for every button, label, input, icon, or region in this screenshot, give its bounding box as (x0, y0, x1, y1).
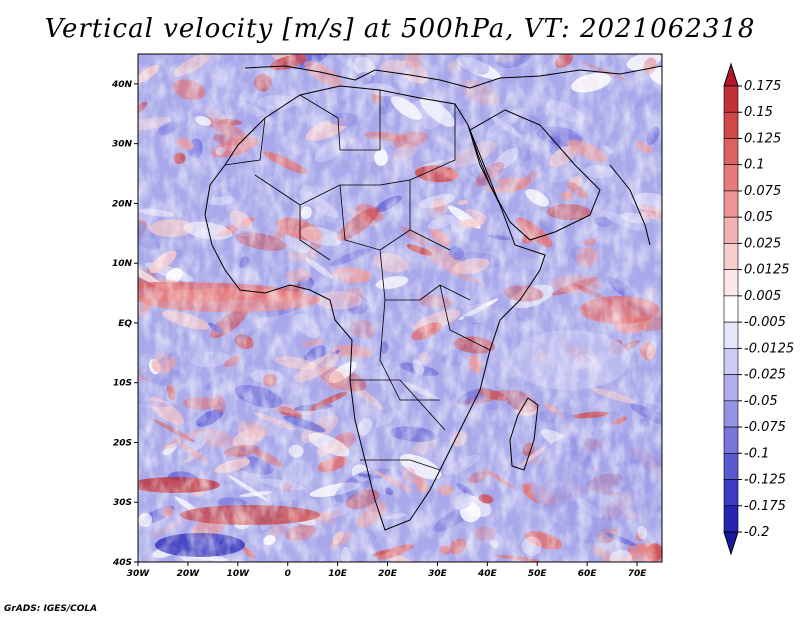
grads-footer: GrADS: IGES/COLA (4, 604, 98, 614)
colorbar-swatch (723, 269, 739, 297)
colorbar: 0.175 0.15 0.125 0.1 0.075 0.05 0.025 0.0125 0.0… (723, 62, 794, 556)
colorbar-swatch (723, 243, 739, 270)
lon-label: 10W (227, 569, 251, 579)
colorbar-swatch (723, 348, 739, 375)
colorbar-swatch (723, 138, 739, 166)
longitude-axis: 30W 20W 10W 0 10E 20E 30E 40E 50E 60E 70E (127, 562, 647, 579)
lon-label: 20E (378, 569, 398, 579)
colorbar-label: -0.075 (744, 420, 786, 435)
colorbar-swatch (723, 85, 739, 113)
colorbar-swatch (723, 216, 739, 244)
colorbar-label: 0.075 (744, 184, 781, 199)
colorbar-min-arrow (723, 531, 739, 556)
lon-label: 40E (477, 569, 498, 579)
colorbar-label: -0.0125 (744, 341, 794, 356)
colorbar-swatch (723, 452, 739, 480)
lat-label: 10S (113, 379, 132, 389)
lon-label: 50E (528, 569, 548, 579)
colorbar-label: 0.0125 (744, 263, 790, 278)
lon-label: 0 (285, 569, 291, 579)
lon-label: 20W (177, 569, 201, 579)
coastline-overlay (204, 65, 662, 531)
colorbar-swatch (723, 111, 739, 139)
colorbar-label: -0.05 (744, 394, 778, 409)
colorbar-label: -0.125 (744, 473, 786, 488)
colorbar-label: 0.15 (744, 105, 773, 120)
lat-label: 10N (112, 259, 133, 269)
lat-label: 20S (113, 438, 132, 448)
lon-label: 30E (428, 569, 448, 579)
colorbar-label: 0.1 (744, 158, 765, 173)
colorbar-label: 0.05 (744, 210, 773, 225)
country-borders (224, 90, 491, 471)
colorbar-swatch (723, 426, 739, 454)
colorbar-swatch (723, 400, 739, 428)
colorbar-label: -0.025 (744, 368, 786, 383)
europe-coastline (244, 65, 662, 89)
arabia-coastline (469, 109, 601, 241)
chart-title: Vertical velocity [m/s] at 500hPa, VT: 2… (44, 14, 756, 44)
colorbar-label: -0.1 (744, 446, 769, 461)
colorbar-label: 0.005 (744, 289, 781, 304)
colorbar-label: 0.175 (744, 79, 781, 94)
colorbar-swatch (723, 164, 739, 192)
colorbar-swatch (723, 479, 739, 507)
lon-label: 70E (628, 569, 648, 579)
lat-label: EQ (118, 319, 132, 329)
colorbar-swatch (723, 295, 739, 323)
lon-label: 10E (328, 569, 348, 579)
colorbar-swatch (723, 374, 739, 402)
velocity-field (138, 54, 662, 562)
colorbar-max-arrow (723, 62, 739, 87)
colorbar-swatch (723, 321, 739, 349)
map-frame (137, 53, 663, 563)
india-coastline (609, 164, 651, 246)
lat-label: 40N (111, 80, 133, 90)
lat-label: 30S (113, 498, 132, 508)
madagascar-coastline (509, 397, 539, 471)
colorbar-label: -0.005 (744, 315, 786, 330)
colorbar-label: -0.175 (744, 499, 786, 514)
lon-label: 30W (127, 569, 151, 579)
colorbar-label: 0.025 (744, 236, 781, 251)
lon-label: 60E (578, 569, 598, 579)
colorbar-swatch (723, 190, 739, 218)
africa-coastline (204, 85, 546, 531)
lat-label: 40S (112, 558, 132, 568)
lat-label: 20N (112, 199, 133, 209)
colorbar-swatch (723, 505, 739, 533)
colorbar-label: 0.125 (744, 131, 781, 146)
latitude-axis: 40N 30N 20N 10N EQ 10S 20S 30S 40S (111, 80, 138, 568)
lat-label: 30N (112, 140, 133, 150)
colorbar-label: -0.2 (744, 525, 769, 540)
